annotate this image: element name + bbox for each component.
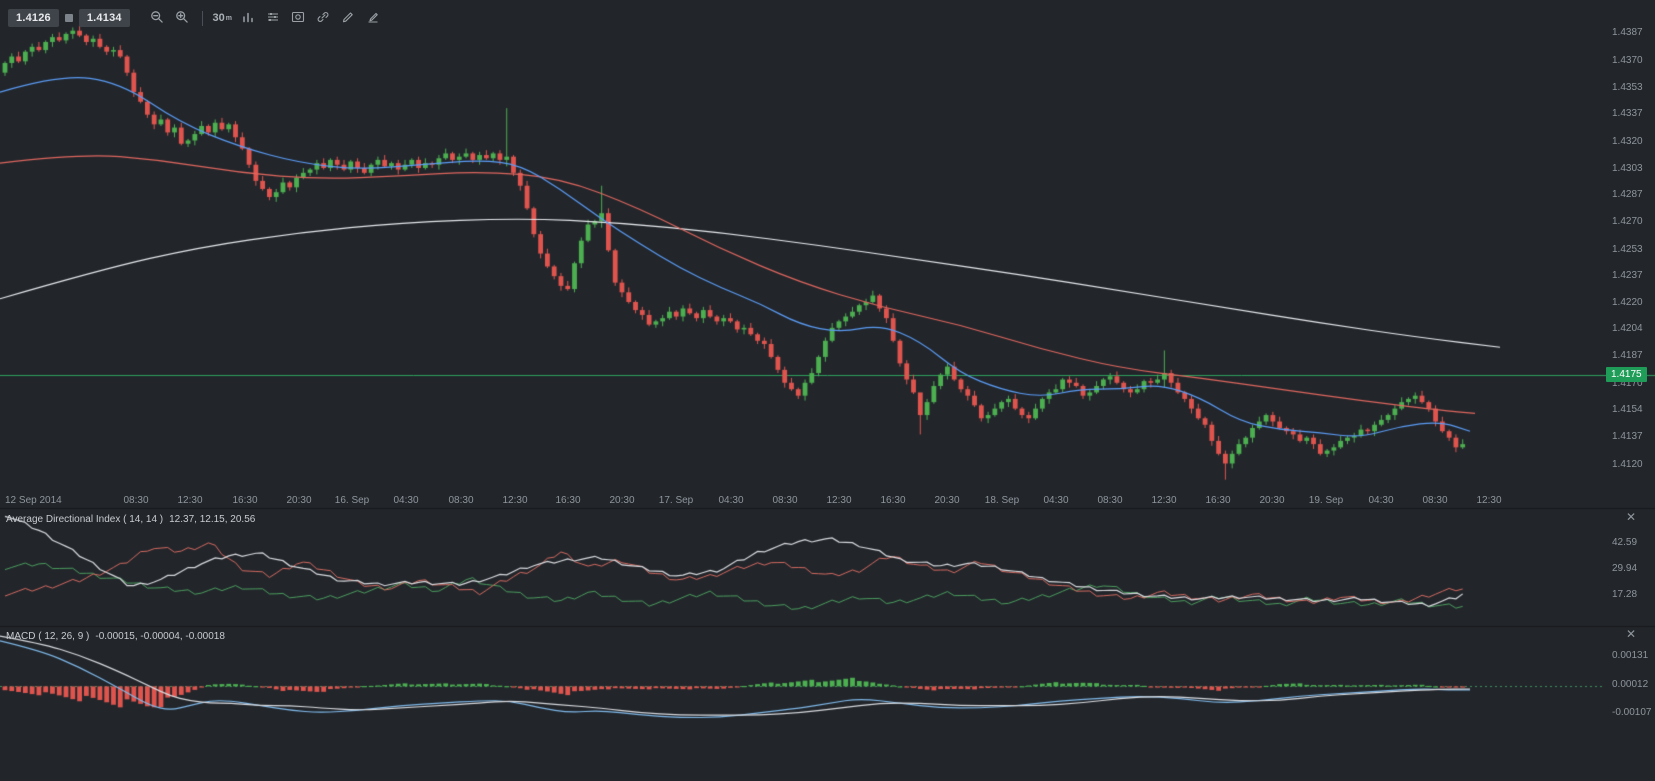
time-tick-label: 12:30 (1151, 495, 1177, 506)
snapshot-button[interactable] (287, 8, 310, 28)
adx-close-button[interactable]: ✕ (1626, 510, 1637, 524)
timeframe-unit-label: m (225, 14, 232, 22)
time-tick-label: 08:30 (772, 495, 798, 506)
tick-label: 1.4353 (1612, 82, 1643, 94)
time-tick-label: 12:30 (177, 495, 203, 506)
time-tick-label: 04:30 (1043, 495, 1069, 506)
tick-label: 1.4270 (1612, 216, 1643, 228)
zoom-out-icon (150, 10, 164, 27)
tick-label: -0.00107 (1612, 707, 1652, 718)
time-tick-label: 17. Sep (658, 495, 694, 506)
macd-title: MACD ( 12, 26, 9 ) (6, 631, 90, 642)
time-tick-label: 12 Sep 2014 (5, 495, 62, 506)
tick-label: 1.4220 (1612, 297, 1643, 308)
pencil-icon (341, 10, 355, 27)
time-tick-label: 16:30 (232, 495, 258, 506)
snapshot-icon (291, 10, 305, 27)
tick-label: 1.4120 (1612, 458, 1643, 470)
link-button[interactable] (312, 8, 335, 28)
tick-label: 1.4237 (1612, 269, 1643, 281)
tick-label: 1.4287 (1612, 188, 1643, 200)
tick-label: 0.00012 (1612, 678, 1649, 690)
macd-values: -0.00015, -0.00004, -0.00018 (95, 631, 225, 642)
tick-label: 1.4170 (1612, 377, 1643, 389)
tick-label: 1.4204 (1612, 322, 1643, 334)
time-tick-label: 19. Sep (1308, 495, 1344, 506)
time-tick-label: 16:30 (880, 495, 906, 506)
zoom-in-button[interactable] (171, 8, 194, 28)
time-tick-label: 08:30 (448, 495, 474, 506)
marker-icon (366, 10, 380, 27)
time-tick-label: 08:30 (1422, 495, 1448, 506)
tick-label: 1.4387 (1612, 27, 1643, 39)
macd-close-button[interactable]: ✕ (1626, 627, 1637, 641)
pencil-button[interactable] (337, 8, 360, 28)
adx-values: 12.37, 12.15, 20.56 (169, 514, 256, 525)
time-tick-label: 08:30 (1097, 495, 1123, 506)
tick-label: 1.4253 (1612, 243, 1643, 255)
time-tick-label: 16:30 (1205, 495, 1231, 506)
current-price-badge: 1.4175 (1606, 367, 1647, 382)
time-tick-label: 12:30 (826, 495, 852, 506)
time-tick-label: 20:30 (609, 495, 635, 506)
tick-label: 1.4337 (1612, 108, 1643, 120)
zoom-in-icon (175, 10, 189, 27)
time-tick-label: 08:30 (123, 495, 149, 506)
zoom-out-button[interactable] (146, 8, 169, 28)
adx-indicator-header: Average Directional Index ( 14, 14 ) 12.… (6, 514, 255, 525)
chart-toolbar: 1.4126 1.4134 30 m (8, 8, 385, 28)
link-icon (316, 10, 330, 27)
marker-button[interactable] (362, 8, 385, 28)
adx-title: Average Directional Index ( 14, 14 ) (6, 514, 164, 525)
macd-indicator-header: MACD ( 12, 26, 9 ) -0.00015, -0.00004, -… (6, 631, 225, 642)
timeframe-button[interactable]: 30 m (211, 8, 234, 28)
timeframe-label: 30 (212, 12, 225, 24)
bid-price[interactable]: 1.4126 (8, 9, 59, 27)
time-tick-label: 04:30 (1368, 495, 1394, 506)
toolbar-divider (201, 10, 203, 26)
time-tick-label: 04:30 (393, 495, 419, 506)
tick-label: 1.4154 (1612, 403, 1643, 415)
time-tick-label: 16:30 (555, 495, 581, 506)
time-tick-label: 20:30 (1259, 495, 1285, 506)
tick-label: 17.28 (1612, 589, 1638, 600)
chart-bars-icon (241, 10, 255, 27)
tick-label: 42.59 (1612, 537, 1638, 548)
tick-label: 1.4303 (1612, 162, 1643, 174)
tick-label: 1.4370 (1612, 54, 1643, 66)
tick-label: 1.4320 (1612, 135, 1643, 147)
tick-label: 29.94 (1612, 562, 1638, 574)
time-tick-label: 20:30 (934, 495, 960, 506)
chart-bars-button[interactable] (237, 8, 260, 28)
tick-label: 0.00131 (1612, 650, 1649, 661)
ask-price[interactable]: 1.4134 (78, 9, 130, 27)
time-tick-label: 12:30 (502, 495, 528, 506)
indicators-button[interactable] (262, 8, 285, 28)
tick-label: 1.4137 (1612, 431, 1643, 443)
indicators-icon (266, 10, 280, 27)
tick-label: 1.4187 (1612, 350, 1643, 362)
time-tick-label: 16. Sep (334, 495, 370, 506)
time-tick-label: 04:30 (718, 495, 744, 506)
spread-indicator (64, 14, 73, 22)
time-tick-label: 20:30 (286, 495, 312, 506)
time-tick-label: 12:30 (1476, 495, 1502, 506)
time-tick-label: 18. Sep (984, 495, 1020, 506)
